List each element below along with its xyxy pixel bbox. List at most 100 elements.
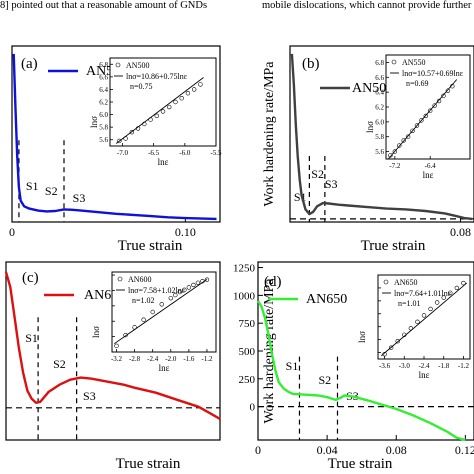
panel-2-inset-y-tick-label: 6.6 (375, 74, 384, 82)
panel-3-inset-data-point (114, 343, 119, 349)
panel-2-inset-data-point (410, 128, 415, 133)
panel-2-legend-label: AN500 (352, 81, 393, 96)
panel-3-inset-data-point (177, 289, 183, 295)
panel-3-inset-x-tick-label: -2.0 (165, 355, 177, 363)
panel-3-inset-data-point (186, 285, 192, 290)
panel-2-inset-data-point (392, 149, 398, 154)
panel-4-y-tick-label: 1250 (233, 263, 256, 275)
panel-1-inset-legend-marker (115, 62, 121, 68)
panel-3-inset-data-point (132, 325, 137, 330)
panel-1-inset-y-tick-label: 5.6 (99, 136, 108, 144)
panel-1-inset-data-point (135, 126, 141, 131)
panel-2-inset-y-tick-label: 6.0 (375, 118, 384, 126)
panel-1-inset-data-point (179, 96, 184, 101)
panel-4-inset-data-point (448, 290, 453, 295)
panel-1-inset-data-point (129, 129, 135, 135)
panel-1-stage-label-s2: S2 (45, 184, 58, 198)
panel-2-inset-y-tick-label: 5.8 (375, 133, 384, 141)
panel-1-inset-y-tick-label: 6.2 (99, 99, 108, 107)
panel-3-inset-legend-exponent: n=1.02 (132, 296, 155, 305)
panel-3-inset-x-tick-label: -2.8 (129, 355, 141, 363)
panel-4-y-tick-label: 750 (239, 318, 256, 330)
panel-3-inset-data-point (195, 280, 201, 285)
panel-4-series-line (256, 300, 466, 442)
panel-1-inset-x-tick-label: -6.0 (179, 149, 191, 157)
panel-3-inset-data-point (200, 279, 205, 284)
panel-1-x-tick-label: 0 (9, 225, 15, 239)
panel-2-frame (289, 45, 474, 223)
panel-4-y-tick-label: 500 (239, 346, 256, 358)
panel-2-inset-data-point (419, 118, 424, 123)
panel-4-inset-legend-exponent: n=1.01 (398, 299, 421, 308)
panel-4-inset-legend-label: AN650 (394, 278, 418, 287)
panel-2-inset-x-tick-label: -6.4 (425, 162, 437, 170)
panel-2-inset-y-tick-label: 6.2 (375, 104, 384, 112)
panel-4-inset-x-label: lnε (419, 370, 430, 380)
panel-2-inset-fit-line (387, 79, 458, 160)
panel-4-x-tick-label: 0 (255, 443, 261, 457)
panel-3-frame (5, 261, 221, 441)
panel-2-series-line (290, 53, 473, 221)
panel-4-inset-data-point (388, 345, 394, 350)
panel-4-y-axis-label: Work hardening rate/MPa (262, 278, 277, 424)
panel-1-inset-data-point (167, 104, 172, 110)
panel-2-inset-data-point (428, 108, 433, 113)
panel-4-inset-data-point (395, 339, 400, 344)
panel-4-inset-data-point (402, 332, 407, 337)
panel-4-x-tick-label: 0.04 (317, 443, 338, 457)
panel-2-inset-data-point (401, 138, 406, 143)
panel-1-series-line (12, 53, 217, 221)
panel-2-inset-data-point (432, 103, 437, 108)
panel-3-inset-data-point (159, 302, 164, 307)
page-header-left: 8] pointed out that a reasonable amount … (0, 0, 208, 11)
panel-1-inset-x-label: lnε (158, 157, 169, 167)
panel-3-inset-y-label: lnσ (91, 326, 101, 338)
panel-4-y-tick-label: 250 (239, 374, 256, 386)
panel-1-x-tick-label: 0.10 (175, 225, 196, 239)
panel-3-stage-label-s3: S3 (83, 389, 96, 403)
panel-4-inset-fit-line (380, 282, 468, 357)
panel-1-inset-x-tick-label: -5.5 (210, 149, 222, 157)
panel-2-inset-x-label: lnε (423, 170, 434, 180)
panel-1-inset-data-point (117, 138, 122, 144)
panel-2-inset-data-point (405, 134, 411, 139)
panel-1-inset-data-point (148, 117, 153, 122)
panel-1-inset-legend-exponent: n=0.75 (130, 82, 153, 91)
panel-3-inset-data-point (150, 309, 155, 315)
panel-1-inset-frame (109, 57, 217, 147)
panel-1-inset-data-point (160, 109, 166, 114)
panel-4-x-tick-label: 0.08 (386, 443, 407, 457)
panel-4-y-tick-label: 0 (250, 402, 256, 414)
panel-2-inset-data-point (445, 88, 451, 93)
panel-4-inset-data-point (415, 319, 420, 325)
panel-1-x-axis-label: True strain (118, 238, 183, 254)
panel-3-inset-data-point (182, 287, 187, 293)
panel-1-inset-data-point (142, 121, 147, 127)
panel-3-inset-data-point (141, 317, 146, 322)
panel-4-inset-data-point (408, 326, 414, 331)
panel-4-inset-x-tick-label: -1.2 (458, 362, 470, 370)
panel-2-x-axis-label: True strain (361, 238, 426, 254)
panel-4-inset-legend-equation: lnσ=7.64+1.01lnε (394, 289, 452, 298)
panel-1-inset-data-point (191, 87, 197, 92)
panel-1-inset-y-tick-label: 6.4 (99, 86, 108, 94)
panel-4-inset-data-point (461, 280, 466, 286)
panel-2-inset-frame (385, 54, 471, 160)
panel-4-panel-letter: (d) (264, 274, 282, 290)
panel-4-stage-label-s1: S1 (286, 359, 299, 373)
panel-1-inset-y-tick-label: 5.8 (99, 124, 108, 132)
panel-4-inset-legend-marker (383, 279, 389, 285)
panel-2-inset-data-point (397, 143, 402, 148)
panel-4-y-tick-label: 1000 (233, 290, 256, 302)
panel-1-stage-label-s1: S1 (26, 179, 39, 193)
panel-2-inset-y-tick-label: 6.4 (375, 89, 384, 97)
panel-1-inset-data-point (173, 99, 178, 105)
panel-3-inset-x-label: lnε (159, 363, 170, 373)
panel-1-inset-legend-label: AN500 (126, 61, 150, 70)
panel-3-inset-data-point (168, 295, 173, 301)
panel-2-stage-label-s2: S2 (311, 167, 324, 181)
panel-2-stage-label-s3: S3 (325, 177, 338, 191)
panel-3-inset-x-tick-label: -1.2 (201, 355, 213, 363)
panel-1-inset-y-tick-label: 6.6 (99, 73, 108, 81)
